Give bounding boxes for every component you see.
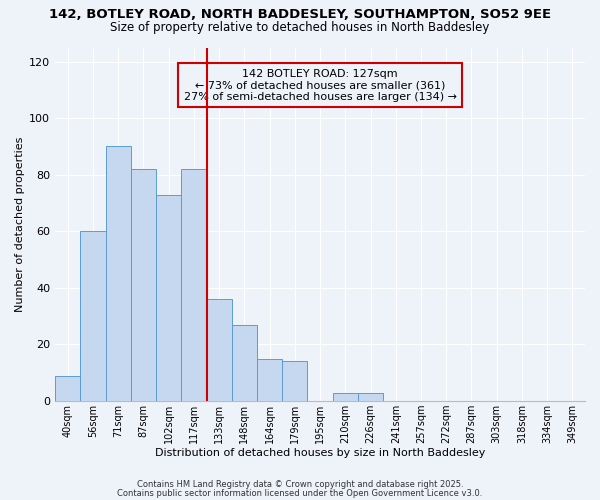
Bar: [181, 169, 206, 401]
Bar: [156, 194, 181, 401]
Bar: [55, 376, 80, 401]
Bar: [257, 358, 282, 401]
X-axis label: Distribution of detached houses by size in North Baddesley: Distribution of detached houses by size …: [155, 448, 485, 458]
Bar: [206, 299, 232, 401]
Bar: [106, 146, 131, 401]
Text: 142, BOTLEY ROAD, NORTH BADDESLEY, SOUTHAMPTON, SO52 9EE: 142, BOTLEY ROAD, NORTH BADDESLEY, SOUTH…: [49, 8, 551, 20]
Bar: [358, 392, 383, 401]
Bar: [332, 392, 358, 401]
Text: Contains public sector information licensed under the Open Government Licence v3: Contains public sector information licen…: [118, 488, 482, 498]
Text: Size of property relative to detached houses in North Baddesley: Size of property relative to detached ho…: [110, 21, 490, 34]
Bar: [80, 232, 106, 401]
Text: 142 BOTLEY ROAD: 127sqm
← 73% of detached houses are smaller (361)
27% of semi-d: 142 BOTLEY ROAD: 127sqm ← 73% of detache…: [184, 68, 457, 102]
Bar: [232, 324, 257, 401]
Bar: [282, 362, 307, 401]
Y-axis label: Number of detached properties: Number of detached properties: [15, 136, 25, 312]
Text: Contains HM Land Registry data © Crown copyright and database right 2025.: Contains HM Land Registry data © Crown c…: [137, 480, 463, 489]
Bar: [131, 169, 156, 401]
